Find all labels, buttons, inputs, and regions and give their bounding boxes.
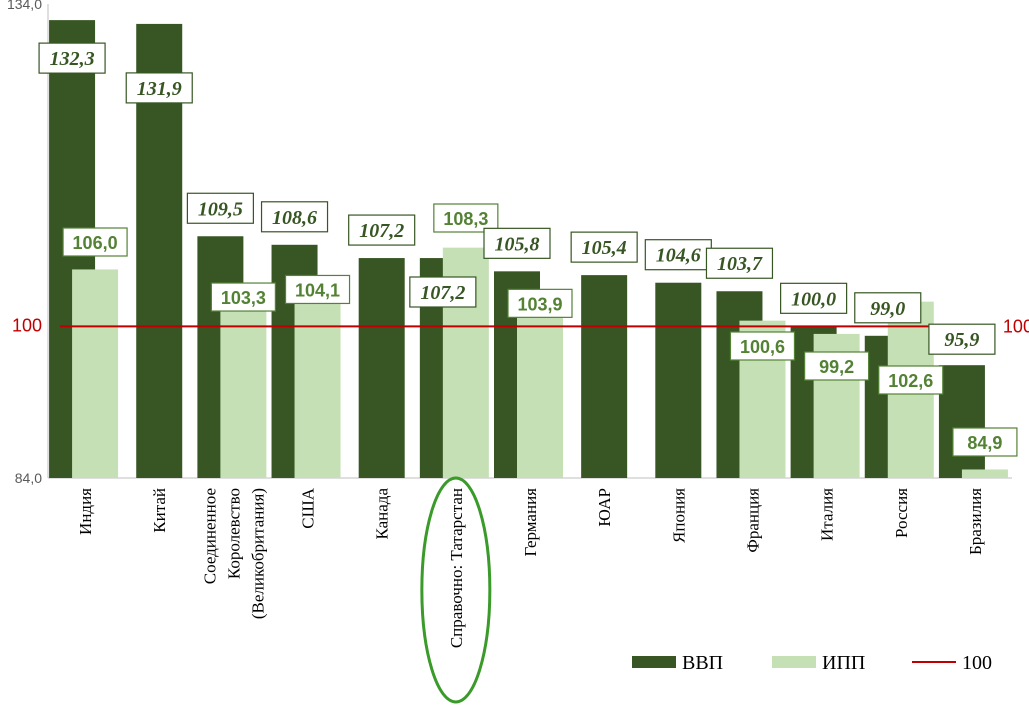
data-label-gdp-box <box>348 214 416 246</box>
data-label-ipp: 103,9 <box>517 294 562 314</box>
category-label: Япония <box>669 488 688 543</box>
data-label-gdp-box <box>186 192 254 224</box>
category-label-line: Япония <box>669 488 688 543</box>
data-label-ipp-box <box>804 351 870 381</box>
bar-gdp <box>655 282 702 478</box>
data-label-gdp: 105,8 <box>495 233 540 255</box>
category-label: Китай <box>150 488 169 533</box>
category-label: Германия <box>521 488 540 557</box>
data-label-ipp-box <box>62 227 128 257</box>
data-label-gdp: 99,0 <box>870 298 905 320</box>
legend-label: ИПП <box>822 652 865 674</box>
category-label-line: Германия <box>521 488 540 557</box>
category-label: США <box>299 487 318 528</box>
data-label-gdp: 100,0 <box>791 288 836 310</box>
data-label-ipp: 84,9 <box>967 433 1002 453</box>
bar-ipp <box>517 289 563 478</box>
data-label-gdp-box <box>854 292 922 324</box>
data-label-ipp-box <box>433 203 499 233</box>
bar-gdp <box>938 365 985 478</box>
data-label-ipp: 106,0 <box>73 233 118 253</box>
data-label-gdp: 131,9 <box>137 78 182 100</box>
category-label-line: Бразилия <box>966 488 985 555</box>
legend-swatch <box>772 656 816 668</box>
category-label: Соединенное Королевство (Великобритания) <box>200 488 267 619</box>
bar-ipp <box>961 469 1008 478</box>
category-label: Франция <box>743 488 762 553</box>
y-tick-label: 100 <box>12 315 42 335</box>
data-label-gdp: 103,7 <box>717 253 763 275</box>
data-label-gdp: 95,9 <box>944 329 979 351</box>
data-label-ipp-box <box>284 274 351 305</box>
category-label: Россия <box>892 488 911 538</box>
data-label-gdp-box <box>570 231 638 263</box>
category-label-line: Франция <box>743 488 762 553</box>
category-label-line: Канада <box>373 488 392 540</box>
legend-swatch <box>632 656 676 668</box>
data-label-ipp-box <box>507 288 573 318</box>
category-label-line: (Великобритания) <box>248 488 267 619</box>
category-label: ЮАР <box>595 488 614 527</box>
data-label-gdp: 107,2 <box>420 282 465 304</box>
category-label-line: Соединенное <box>200 488 219 584</box>
data-label-gdp-box <box>644 239 712 271</box>
data-label-gdp: 109,5 <box>198 198 243 220</box>
category-label-line: Индия <box>76 488 95 535</box>
data-label-ipp-box <box>952 427 1018 457</box>
highlight-ellipse <box>420 476 492 704</box>
category-label-line: Справочно: Татарстан <box>447 488 466 648</box>
bar-gdp <box>581 275 628 478</box>
data-label-gdp: 108,6 <box>272 207 317 229</box>
category-label-line: ЮАР <box>595 488 614 527</box>
category-label: Бразилия <box>966 488 985 555</box>
data-label-ipp: 108,3 <box>443 209 488 229</box>
bar-ipp <box>72 269 119 478</box>
data-label-gdp-box <box>260 201 329 233</box>
data-label-gdp-box <box>483 227 551 259</box>
category-label: Справочно: Татарстан <box>447 488 466 648</box>
bar-ipp <box>220 295 267 478</box>
bar-ipp <box>294 287 341 478</box>
category-label-line: Королевство <box>224 488 243 579</box>
y-tick-label: 134,0 <box>7 0 42 12</box>
category-label: Индия <box>76 488 95 535</box>
data-label-gdp-box <box>780 282 848 314</box>
legend-label: 100 <box>962 652 992 674</box>
data-label-gdp-box <box>928 323 996 355</box>
category-label: Канада <box>373 488 392 540</box>
data-label-ipp: 103,3 <box>221 288 266 308</box>
data-label-gdp-box <box>705 247 774 279</box>
data-label-gdp-box <box>409 276 477 308</box>
data-label-gdp: 105,4 <box>582 237 627 259</box>
category-label-line: Китай <box>150 488 169 533</box>
data-label-ipp: 104,1 <box>295 280 340 300</box>
category-label-line: Италия <box>818 488 837 541</box>
reference-line-label: 100 <box>1003 316 1029 336</box>
data-label-ipp-box <box>210 282 276 312</box>
data-label-ipp-box <box>878 365 944 395</box>
data-label-gdp-box <box>125 72 193 104</box>
legend-label: ВВП <box>682 652 723 674</box>
data-label-gdp: 104,6 <box>656 245 701 267</box>
data-label-ipp: 102,6 <box>888 371 933 391</box>
category-label: Италия <box>818 488 837 541</box>
category-label-line: США <box>299 487 318 528</box>
data-label-ipp: 100,6 <box>740 337 785 357</box>
data-label-ipp-box <box>729 331 796 361</box>
data-label-gdp-box <box>38 42 106 74</box>
y-tick-label: 84,0 <box>15 470 42 486</box>
data-label-ipp: 99,2 <box>819 357 854 377</box>
data-label-gdp: 107,2 <box>359 220 404 242</box>
data-label-gdp: 132,3 <box>50 48 95 70</box>
category-label-line: Россия <box>892 488 911 538</box>
bar-gdp <box>358 258 405 478</box>
